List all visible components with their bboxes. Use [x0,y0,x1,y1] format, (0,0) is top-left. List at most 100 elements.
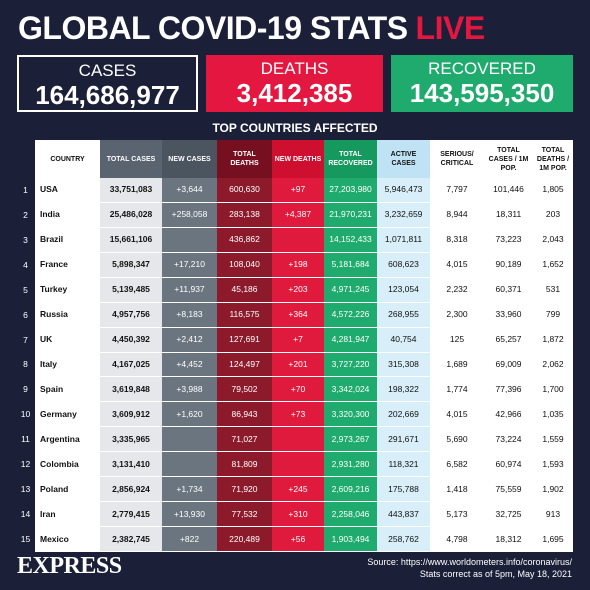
column-header: TOTAL RECOVERED [324,140,377,178]
column-header: TOTAL CASES / 1M POP. [484,140,533,178]
stat-cell: +56 [272,527,324,552]
stat-cell: 3,609,912 [100,402,162,428]
stat-cell: 5,181,684 [324,252,377,278]
stat-cell: 1,418 [430,477,484,503]
stat-cell: 3,131,410 [100,452,162,478]
stat-cell: 6,582 [430,452,484,478]
stat-cell: 4,450,392 [100,327,162,353]
box-value: 143,595,350 [409,78,555,108]
stat-cell: 116,575 [217,302,272,328]
stat-cell: 3,335,965 [100,427,162,453]
stat-cell: 2,931,280 [324,452,377,478]
stat-cell: 258,762 [377,527,430,552]
stat-cell: 77,532 [217,502,272,528]
stat-cell: +245 [272,477,324,503]
stat-cell: 1,559 [533,427,573,453]
stat-cell: 108,040 [217,252,272,278]
stat-cell: +70 [272,377,324,403]
stat-cell: 4,015 [430,252,484,278]
stat-cell: 4,167,025 [100,352,162,378]
row-number: 9 [23,384,28,395]
column-header: NEW CASES [162,140,217,178]
stat-cell: 1,071,811 [377,227,430,253]
stat-cell: 2,382,745 [100,527,162,552]
box-label: CASES [78,61,137,80]
stat-cell: 315,308 [377,352,430,378]
stat-cell: 7,797 [430,178,484,203]
stat-cell: 5,898,347 [100,252,162,278]
stat-cell: 15,661,106 [100,227,162,253]
box-value: 3,412,385 [236,78,353,108]
stat-cell: 77,396 [484,377,533,403]
stat-cell: +3,644 [162,178,217,203]
stat-cell: 2,973,267 [324,427,377,453]
stat-cell: 71,920 [217,477,272,503]
stat-cell [272,427,324,453]
stat-cell [162,427,217,453]
stat-cell: +3,988 [162,377,217,403]
stat-cell: 2,232 [430,277,484,303]
country: Argentina [35,427,100,453]
row-number: 2 [23,209,28,220]
stat-cell: 4,572,226 [324,302,377,328]
stat-cell: +1,734 [162,477,217,503]
stat-cell: +2,412 [162,327,217,353]
row-number: 15 [20,534,31,545]
stat-cell: 913 [533,502,573,528]
recovered-box: RECOVERED 143,595,350 [391,55,573,112]
stat-cell: 127,691 [217,327,272,353]
box-label: DEATHS [260,59,329,78]
stat-cell: 3,619,848 [100,377,162,403]
stat-cell: +13,930 [162,502,217,528]
stat-cell: 2,043 [533,227,573,253]
stat-cell: 71,027 [217,427,272,453]
row-number: 3 [23,234,28,245]
column-header: TOTAL CASES [100,140,162,178]
stat-cell: 75,559 [484,477,533,503]
country: Mexico [35,527,100,552]
stat-cell: 1,689 [430,352,484,378]
country: UK [35,327,100,353]
table-title: TOP COUNTRIES AFFECTED [212,121,378,135]
stat-cell: 86,943 [217,402,272,428]
stat-cell: 45,186 [217,277,272,303]
box-value: 164,686,977 [35,80,180,110]
stat-cell: 4,015 [430,402,484,428]
stat-cell: 2,856,924 [100,477,162,503]
stat-cell: 1,872 [533,327,573,353]
stat-cell: 3,320,300 [324,402,377,428]
stat-cell: 3,232,659 [377,202,430,228]
stat-cell: 40,754 [377,327,430,353]
column-header: TOTAL DEATHS / 1M POP. [533,140,573,178]
row-number: 8 [23,359,28,370]
title: GLOBAL COVID-19 STATS LIVE [18,10,574,47]
stat-cell: 124,497 [217,352,272,378]
stat-cell: 3,342,024 [324,377,377,403]
stat-cell: 4,957,756 [100,302,162,328]
stat-cell: 25,486,028 [100,202,162,228]
stat-cell: 14,152,433 [324,227,377,253]
stat-cell: 443,837 [377,502,430,528]
column-header: COUNTRY [35,140,100,178]
stat-cell: 531 [533,277,573,303]
row-number: 7 [23,334,28,345]
stat-cell: 283,138 [217,202,272,228]
stat-cell: 90,189 [484,252,533,278]
stat-cell: 18,312 [484,527,533,552]
deaths-box: DEATHS 3,412,385 [206,55,383,112]
stat-cell: +198 [272,252,324,278]
stat-cell: +201 [272,352,324,378]
title-text: GLOBAL COVID-19 STATS [18,10,408,46]
stat-cell: 18,311 [484,202,533,228]
row-number: 11 [21,434,30,445]
stat-cell: 123,054 [377,277,430,303]
stat-cell: 33,960 [484,302,533,328]
stat-cell: 69,009 [484,352,533,378]
row-number: 1 [23,184,28,195]
column-header: ACTIVE CASES [377,140,430,178]
stat-cell: 73,223 [484,227,533,253]
country: France [35,252,100,278]
country: Colombia [35,452,100,478]
stat-cell: 27,203,980 [324,178,377,203]
